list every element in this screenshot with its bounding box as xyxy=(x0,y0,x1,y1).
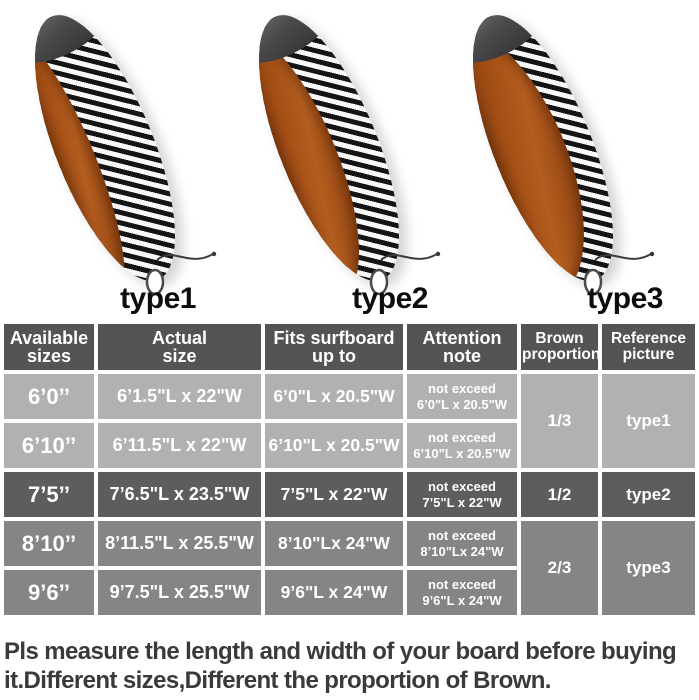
cell-brown-proportion: 1/2 xyxy=(521,472,598,517)
measure-note: Pls measure the length and width of your… xyxy=(0,619,699,696)
cell-brown-proportion: 2/3 xyxy=(521,521,598,615)
table-row: 8’10’’ 8’11.5"L x 25.5"W 8’10"Lx 24"W no… xyxy=(4,521,695,615)
header-line: Reference xyxy=(611,330,686,348)
header-line: proportion xyxy=(522,346,601,363)
note-line: not exceed xyxy=(428,479,496,495)
measure-note-line2: it.Different sizes,Different the proport… xyxy=(4,667,551,695)
note-line: 6’0"L x 20.5"W xyxy=(416,396,508,412)
cell-brown-proportion: 1/3 xyxy=(521,374,598,468)
note-line: not exceed xyxy=(428,430,496,446)
header-line: size xyxy=(162,346,197,366)
cell-attention-note: not exceed 7’5"L x 22"W xyxy=(407,472,517,517)
cell-actual-size: 9’7.5"L x 25.5"W xyxy=(98,570,261,615)
header-line: Attention xyxy=(422,327,502,348)
col-header-fits-surfboard: Fits surfboard up to xyxy=(265,324,403,370)
table-row: 6’0’’ 6’1.5"L x 22"W 6’0"L x 20.5"W not … xyxy=(4,374,695,468)
cell-fits-up-to: 7’5"L x 22"W xyxy=(265,472,403,517)
cell-available-size: 8’10’’ xyxy=(4,521,94,566)
cell-available-size: 6’0’’ xyxy=(4,374,94,419)
note-line: 6’10"L x 20.5"W xyxy=(413,445,511,461)
surfboard-figure-type2: type2 xyxy=(230,0,466,320)
note-line: 7’5"L x 22"W xyxy=(422,494,502,510)
drawstring-icon xyxy=(583,251,655,296)
board-label: type2 xyxy=(352,282,428,315)
cell-actual-size: 6’11.5"L x 22"W xyxy=(98,423,261,468)
header-line: Fits surfboard xyxy=(273,327,395,348)
note-line: not exceed xyxy=(428,577,496,593)
col-header-brown-proportion: Brown proportion xyxy=(521,324,601,370)
table-row: 9’6’’ 9’7.5"L x 25.5"W 9’6"L x 24"W not … xyxy=(4,570,695,615)
measure-note-line1: Pls measure the length and width of your… xyxy=(4,638,677,665)
header-line: sizes xyxy=(26,346,72,366)
header-line: Actual xyxy=(151,327,207,348)
cell-reference-picture: type3 xyxy=(602,521,695,615)
note-line: 9’6"L x 24"W xyxy=(422,592,502,608)
cell-actual-size: 7’6.5"L x 23.5"W xyxy=(98,472,261,517)
cell-fits-up-to: 9’6"L x 24"W xyxy=(265,570,403,615)
drawstring-icon xyxy=(369,251,441,296)
col-header-attention-note: Attention note xyxy=(407,324,517,370)
cell-fits-up-to: 8’10"Lx 24"W xyxy=(265,521,403,566)
cell-actual-size: 8’11.5"L x 25.5"W xyxy=(98,521,261,566)
board-label: type3 xyxy=(587,282,663,315)
cell-attention-note: not exceed 6’0"L x 20.5"W xyxy=(407,374,517,419)
size-chart-table: Available sizes Actual size Fits surfboard… xyxy=(0,320,699,619)
note-line: not exceed xyxy=(428,381,496,397)
product-figures: type1 type2 type3 xyxy=(0,0,699,320)
col-header-available-sizes: Available sizes xyxy=(4,324,94,370)
header-line: up to xyxy=(312,346,356,366)
cell-attention-note: not exceed 8’10"Lx 24"W xyxy=(407,521,517,566)
cell-actual-size: 6’1.5"L x 22"W xyxy=(98,374,261,419)
col-header-actual-size: Actual size xyxy=(98,324,261,370)
col-header-reference-picture: Reference picture xyxy=(602,324,695,370)
surfboard-figure-type1: type1 xyxy=(0,0,233,320)
cell-available-size: 6’10’’ xyxy=(4,423,94,468)
header-line: Available xyxy=(9,327,89,348)
header-line: Brown xyxy=(535,330,584,348)
header-line: note xyxy=(443,346,481,366)
cell-attention-note: not exceed 6’10"L x 20.5"W xyxy=(407,423,517,468)
cell-available-size: 9’6’’ xyxy=(4,570,94,615)
cell-available-size: 7’5’’ xyxy=(4,472,94,517)
board-label: type1 xyxy=(120,282,196,315)
surfboard-figure-type3: type3 xyxy=(444,0,699,320)
cell-fits-up-to: 6’10"L x 20.5"W xyxy=(265,423,403,468)
cell-fits-up-to: 6’0"L x 20.5"W xyxy=(265,374,403,419)
cell-reference-picture: type1 xyxy=(602,374,695,468)
table-row: 7’5’’ 7’6.5"L x 23.5"W 7’5"L x 22"W not … xyxy=(4,472,695,517)
drawstring-icon xyxy=(145,251,217,296)
note-line: not exceed xyxy=(428,528,496,544)
table-row: 6’10’’ 6’11.5"L x 22"W 6’10"L x 20.5"W n… xyxy=(4,423,695,468)
note-line: 8’10"Lx 24"W xyxy=(420,543,504,559)
cell-reference-picture: type2 xyxy=(602,472,695,517)
header-line: picture xyxy=(622,346,675,363)
cell-attention-note: not exceed 9’6"L x 24"W xyxy=(407,570,517,615)
header-row: Available sizes Actual size Fits surfboard… xyxy=(4,324,695,370)
